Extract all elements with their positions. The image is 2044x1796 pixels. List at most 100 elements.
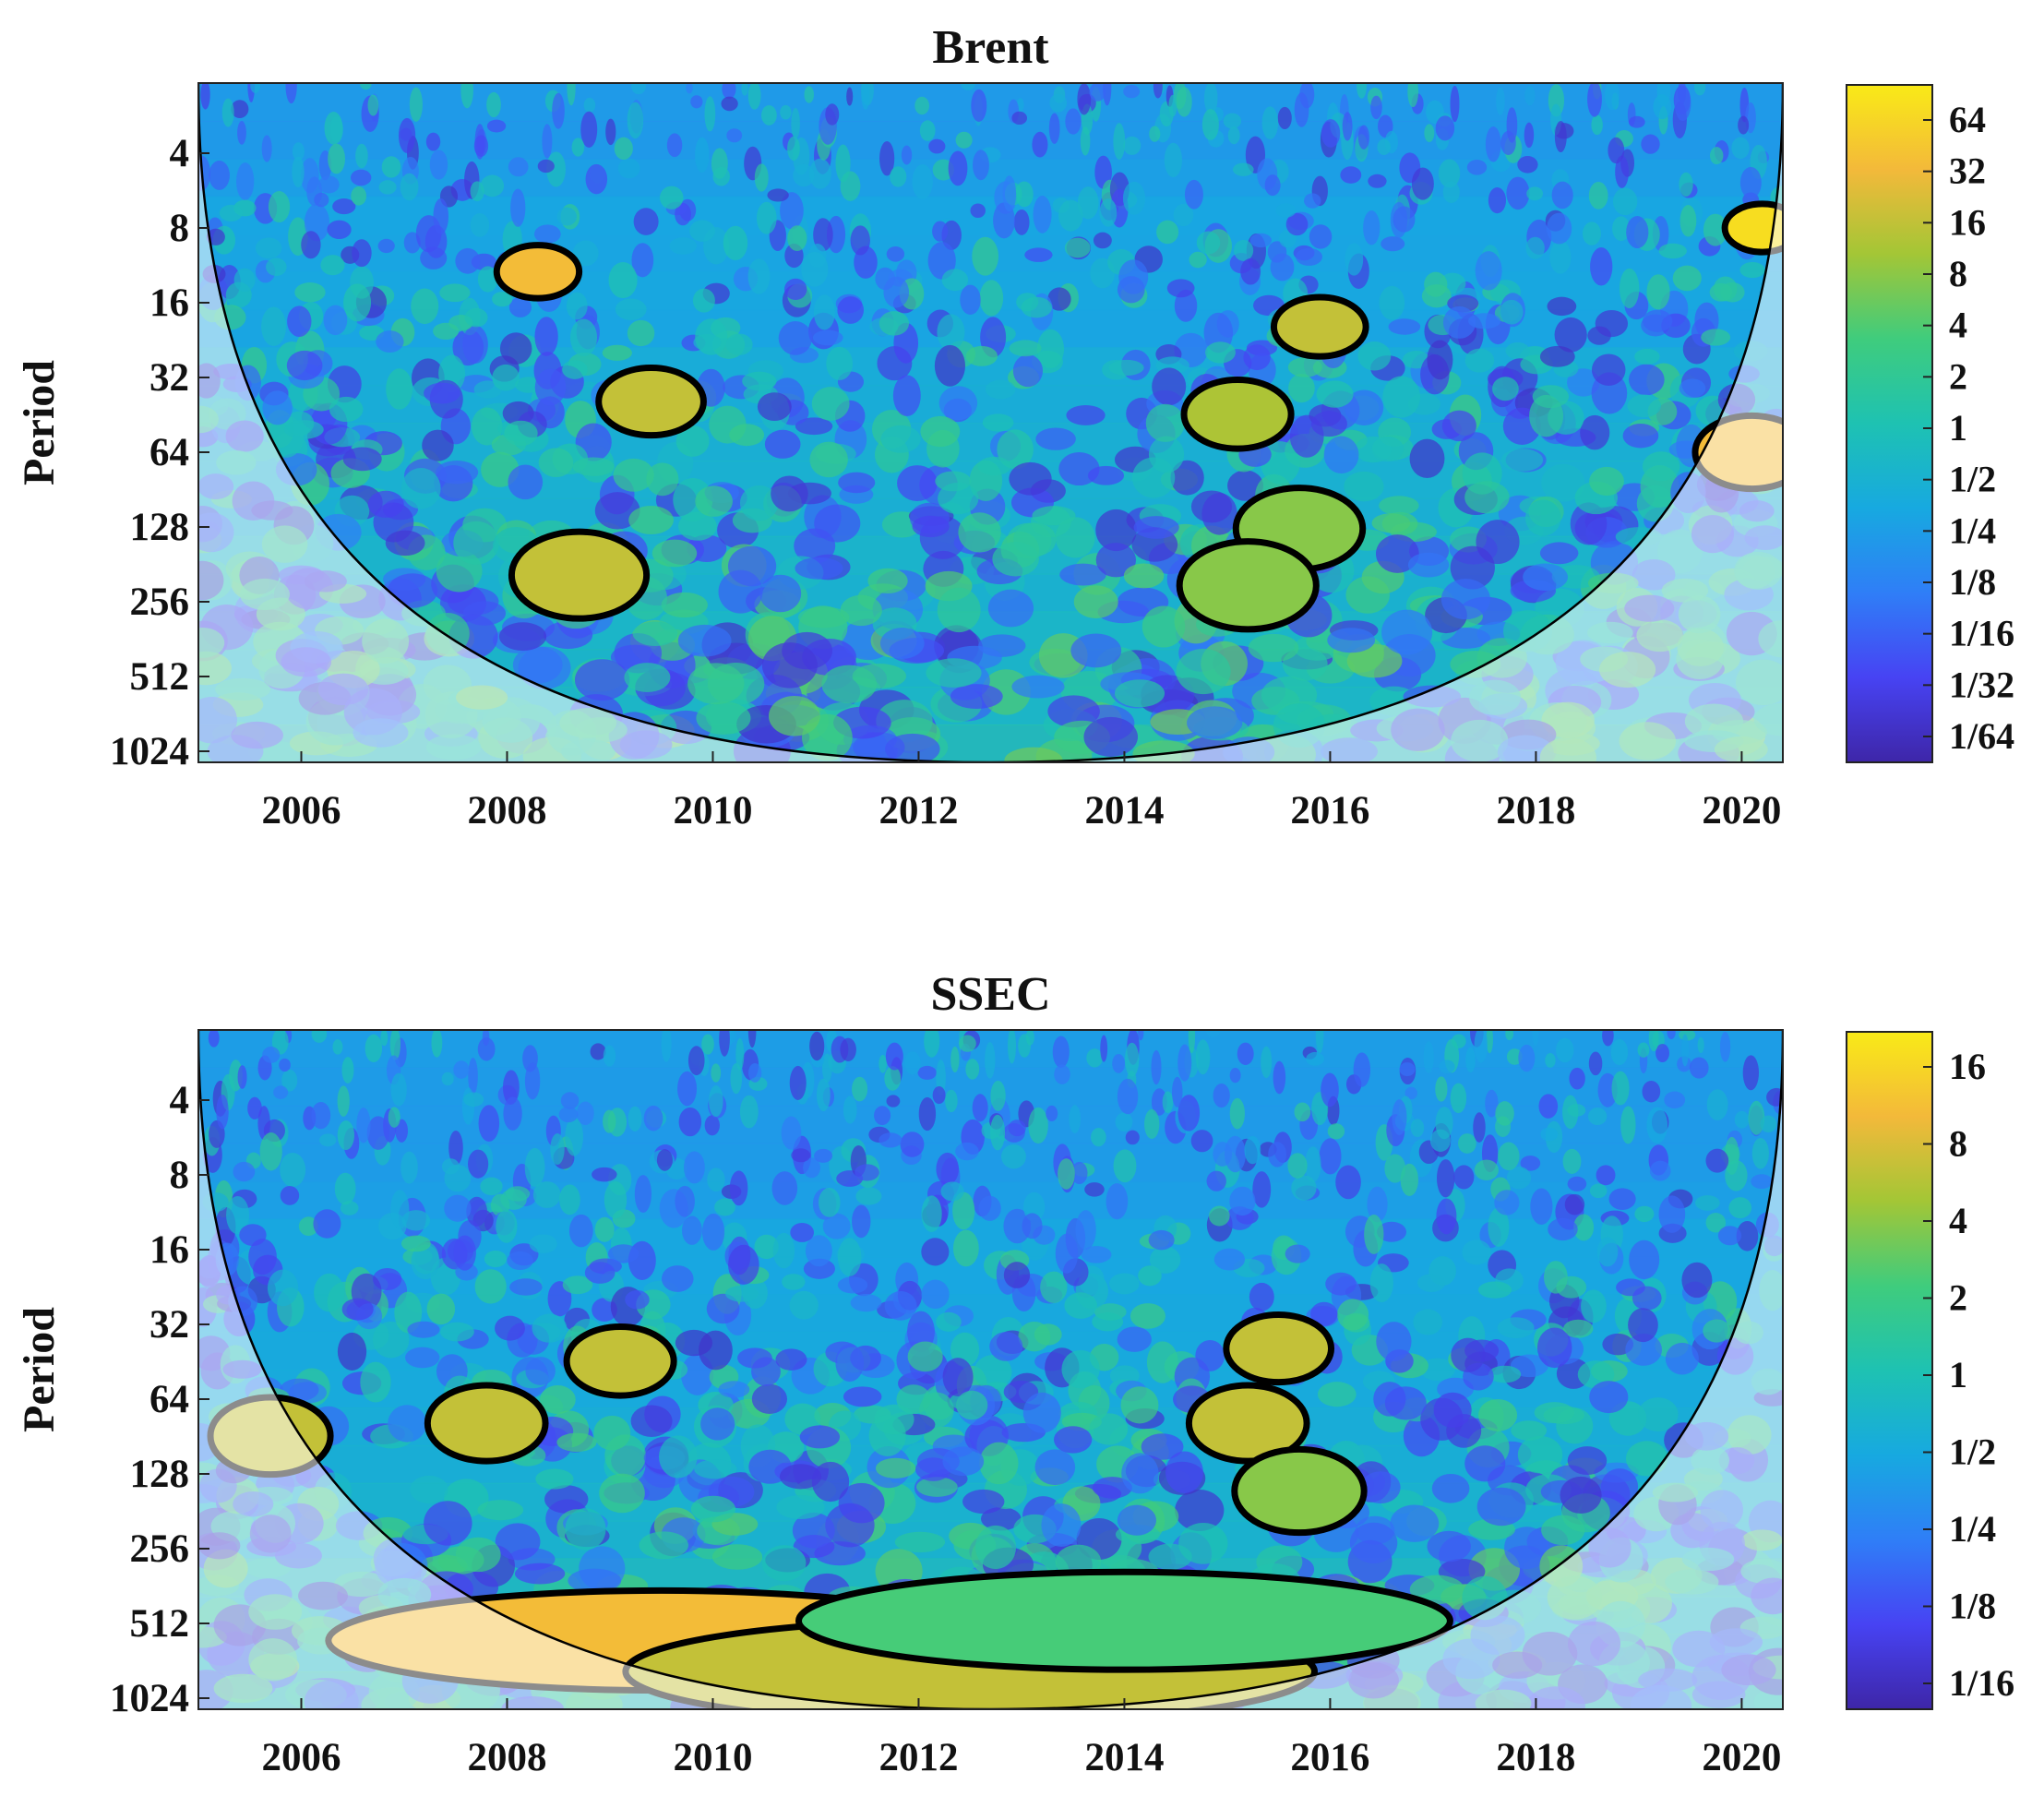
power-blob: [351, 186, 367, 206]
power-blob: [1229, 1067, 1241, 1084]
power-blob: [1055, 517, 1095, 558]
power-blob: [1130, 1303, 1165, 1329]
colorbar-tick-label: 8: [1949, 1123, 1967, 1165]
power-blob: [365, 1034, 383, 1063]
power-blob: [651, 539, 698, 568]
power-blob: [886, 245, 905, 262]
power-blob: [1407, 83, 1419, 108]
power-blob: [1441, 410, 1476, 442]
power-blob: [1642, 1080, 1661, 1103]
power-blob: [584, 1262, 616, 1284]
y-axis-label: Period: [15, 1307, 64, 1432]
significance-region: [1231, 1445, 1368, 1537]
power-blob: [1705, 1148, 1729, 1173]
power-blob: [1117, 1326, 1152, 1352]
power-blob: [550, 1133, 565, 1166]
power-blob: [936, 1311, 962, 1332]
power-blob: [972, 236, 999, 276]
power-blob: [747, 83, 761, 110]
power-blob: [1465, 1047, 1476, 1073]
power-blob: [838, 1482, 885, 1524]
power-blob: [1121, 1453, 1159, 1494]
power-blob: [502, 1070, 520, 1105]
power-blob: [209, 160, 230, 190]
power-blob: [809, 1031, 825, 1061]
power-blob: [1648, 1030, 1659, 1052]
power-blob: [1075, 1210, 1096, 1251]
power-blob: [1426, 100, 1444, 125]
power-blob: [468, 1058, 478, 1095]
power-blob: [1462, 1239, 1491, 1265]
power-blob: [1453, 1165, 1475, 1190]
power-blob: [1641, 134, 1660, 154]
power-blob: [1342, 112, 1353, 141]
power-blob: [1591, 353, 1626, 386]
power-blob: [711, 1063, 722, 1083]
power-blob: [1149, 1246, 1181, 1274]
power-blob: [1196, 231, 1221, 255]
power-blob: [1371, 436, 1405, 462]
power-blob: [1047, 695, 1100, 728]
power-blob: [627, 319, 655, 347]
power-blob: [311, 1102, 331, 1130]
power-blob: [1517, 156, 1538, 174]
power-blob: [690, 1495, 736, 1523]
power-blob: [1602, 1030, 1614, 1047]
power-blob: [711, 1544, 763, 1570]
power-blob: [1106, 1182, 1129, 1220]
power-blob: [1233, 239, 1254, 261]
power-blob: [977, 456, 1011, 476]
significance-region: [508, 528, 651, 622]
power-blob: [624, 663, 671, 693]
power-blob: [958, 512, 1001, 553]
power-blob: [879, 311, 910, 336]
power-blob: [1524, 499, 1561, 536]
power-blob: [1739, 166, 1762, 199]
power-blob: [424, 1501, 472, 1546]
power-blob: [524, 1147, 545, 1187]
power-blob: [1440, 579, 1490, 620]
power-blob: [628, 1106, 642, 1131]
power-blob: [1168, 94, 1177, 117]
power-blob: [1551, 181, 1573, 210]
power-blob: [1049, 93, 1068, 113]
power-blob: [1411, 167, 1434, 200]
power-blob: [1424, 124, 1435, 142]
power-blob: [486, 91, 501, 118]
power-blob: [812, 329, 843, 346]
power-blob: [1674, 85, 1691, 122]
power-blob: [1213, 1248, 1246, 1271]
power-blob: [1681, 1262, 1713, 1299]
power-blob: [843, 1386, 882, 1407]
colorbar-tick-label: 1: [1949, 407, 1967, 449]
power-blob: [571, 138, 585, 157]
power-blob: [776, 1494, 825, 1520]
power-blob: [1319, 1138, 1342, 1175]
power-blob: [795, 557, 843, 580]
power-blob: [1227, 126, 1240, 145]
power-blob: [455, 1537, 501, 1573]
x-tick-label: 2016: [1290, 1736, 1369, 1779]
power-blob: [311, 1030, 328, 1043]
power-blob: [285, 83, 297, 104]
power-blob: [592, 1167, 617, 1182]
power-blob: [464, 307, 488, 328]
power-blob: [540, 1385, 576, 1415]
power-blob: [1065, 108, 1082, 135]
power-blob: [1309, 224, 1333, 249]
power-blob: [510, 188, 526, 227]
colorbar-tick-label: 8: [1949, 253, 1967, 294]
power-blob: [1151, 1088, 1167, 1116]
power-blob: [1064, 237, 1091, 258]
power-blob: [1142, 605, 1186, 648]
power-blob: [826, 215, 846, 254]
power-blob: [1679, 205, 1697, 237]
power-blob: [286, 350, 323, 381]
power-blob: [1040, 1271, 1068, 1303]
power-blob: [1500, 130, 1516, 155]
power-blob: [1438, 159, 1461, 188]
power-blob: [1728, 1197, 1752, 1219]
x-tick-label: 2016: [1290, 789, 1369, 832]
power-blob: [1054, 1064, 1070, 1084]
power-blob: [1427, 340, 1453, 380]
